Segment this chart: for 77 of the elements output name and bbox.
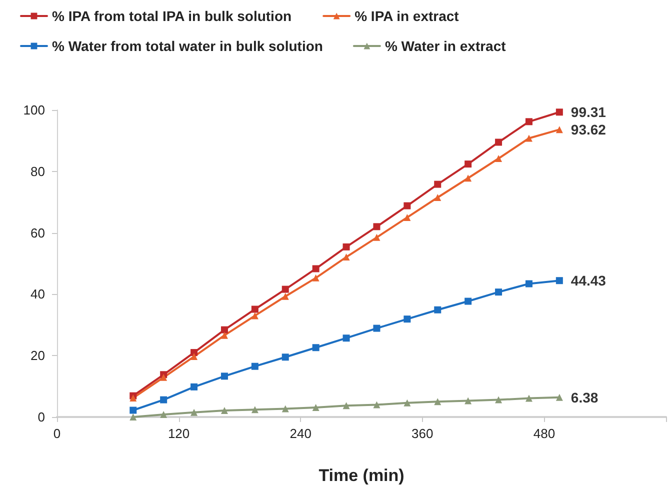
- y-tick-label: 0: [38, 410, 45, 424]
- point: [312, 404, 320, 411]
- point: [190, 353, 198, 360]
- point: [251, 306, 258, 313]
- point: [495, 396, 502, 404]
- point: [282, 292, 289, 300]
- point: [342, 334, 350, 342]
- data-label: 44.43: [570, 272, 606, 289]
- data-label: 93.62: [570, 122, 606, 138]
- point: [130, 406, 137, 414]
- point: [251, 312, 258, 320]
- point: [342, 243, 350, 250]
- legend-label: % Water in extract: [384, 38, 506, 54]
- point: [434, 398, 442, 406]
- point: [342, 402, 350, 410]
- y-tick-label: 20: [30, 348, 45, 364]
- y-tick-label: 40: [30, 286, 45, 302]
- x-tick-label: 0: [53, 426, 61, 441]
- point: [556, 277, 563, 284]
- point: [190, 408, 198, 416]
- point: [525, 280, 532, 288]
- point: [525, 134, 532, 142]
- point: [495, 155, 502, 162]
- point: [434, 194, 442, 201]
- point: [220, 326, 228, 334]
- point: [373, 324, 380, 332]
- point: [464, 174, 472, 182]
- point: [404, 399, 411, 406]
- point: [342, 254, 350, 261]
- point: [130, 414, 137, 420]
- point: [312, 344, 320, 352]
- x-tick-label: 480: [533, 426, 556, 441]
- x-tick-label: 360: [412, 426, 434, 441]
- point: [434, 180, 442, 188]
- point: [525, 394, 532, 402]
- point: [556, 394, 563, 401]
- point: [220, 332, 228, 339]
- point: [373, 401, 380, 408]
- point: [160, 396, 168, 404]
- point: [404, 214, 411, 221]
- point: [190, 383, 198, 390]
- point: [282, 405, 289, 412]
- point: [282, 286, 289, 293]
- point: [495, 288, 502, 296]
- point: [373, 234, 380, 241]
- point: [160, 411, 168, 418]
- legend-label: % Water from total water in bulk solution: [52, 38, 323, 54]
- point: [251, 406, 258, 414]
- point: [404, 316, 411, 323]
- point: [525, 118, 532, 126]
- point: [220, 407, 228, 414]
- point: [312, 265, 320, 272]
- x-tick-label: 120: [168, 426, 190, 441]
- data-label: 6.38: [570, 389, 598, 406]
- legend-label: % IPA in extract: [354, 8, 460, 24]
- point: [556, 126, 563, 134]
- point: [464, 397, 472, 404]
- point: [160, 374, 168, 381]
- point: [373, 223, 380, 230]
- point: [404, 202, 411, 210]
- point: [464, 160, 472, 168]
- point: [251, 362, 258, 370]
- y-tick-label: 80: [30, 164, 45, 179]
- y-tick-label: 100: [23, 102, 45, 118]
- data-label: 99.31: [570, 104, 606, 120]
- point: [190, 349, 198, 356]
- point: [312, 274, 320, 282]
- x-tick-label: 240: [290, 426, 312, 441]
- point: [495, 138, 502, 146]
- y-tick-label: 60: [30, 225, 45, 240]
- point: [556, 108, 563, 116]
- point: [464, 298, 472, 305]
- point: [282, 354, 289, 361]
- point: [220, 372, 228, 380]
- legend-label: % IPA from total IPA in bulk solution: [52, 8, 292, 24]
- x-axis-title: Time (min): [318, 466, 404, 485]
- point: [434, 306, 442, 314]
